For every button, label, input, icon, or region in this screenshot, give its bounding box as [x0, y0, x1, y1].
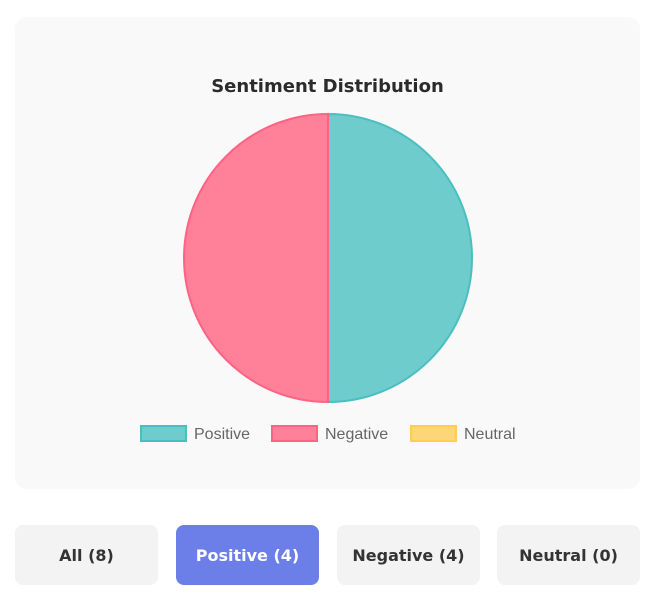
chart-title: Sentiment Distribution [211, 76, 444, 97]
legend-swatch-positive [140, 425, 187, 442]
filter-positive-button[interactable]: Positive (4) [176, 525, 319, 585]
pie-chart: Positive Negative Neutral [140, 113, 516, 443]
chart-card: Sentiment Distribution Positive Negative N… [15, 17, 640, 489]
filter-negative-button[interactable]: Negative (4) [337, 525, 480, 585]
legend-label-negative: Negative [325, 426, 388, 443]
chart-legend: Positive Negative Neutral [140, 425, 516, 443]
legend-item-negative[interactable]: Negative [271, 425, 388, 443]
legend-item-positive[interactable]: Positive [140, 425, 250, 443]
pie-slice-negative[interactable] [183, 113, 329, 403]
legend-swatch-neutral [410, 425, 457, 442]
legend-label-positive: Positive [194, 426, 250, 443]
filter-neutral-button[interactable]: Neutral (0) [497, 525, 640, 585]
legend-item-neutral[interactable]: Neutral [410, 425, 516, 443]
pie-slices [183, 113, 473, 403]
pie-slice-positive[interactable] [327, 113, 473, 403]
legend-label-neutral: Neutral [464, 426, 516, 443]
legend-swatch-negative [271, 425, 318, 442]
sentiment-filter-bar: All (8) Positive (4) Negative (4) Neutra… [15, 525, 640, 585]
filter-all-button[interactable]: All (8) [15, 525, 158, 585]
